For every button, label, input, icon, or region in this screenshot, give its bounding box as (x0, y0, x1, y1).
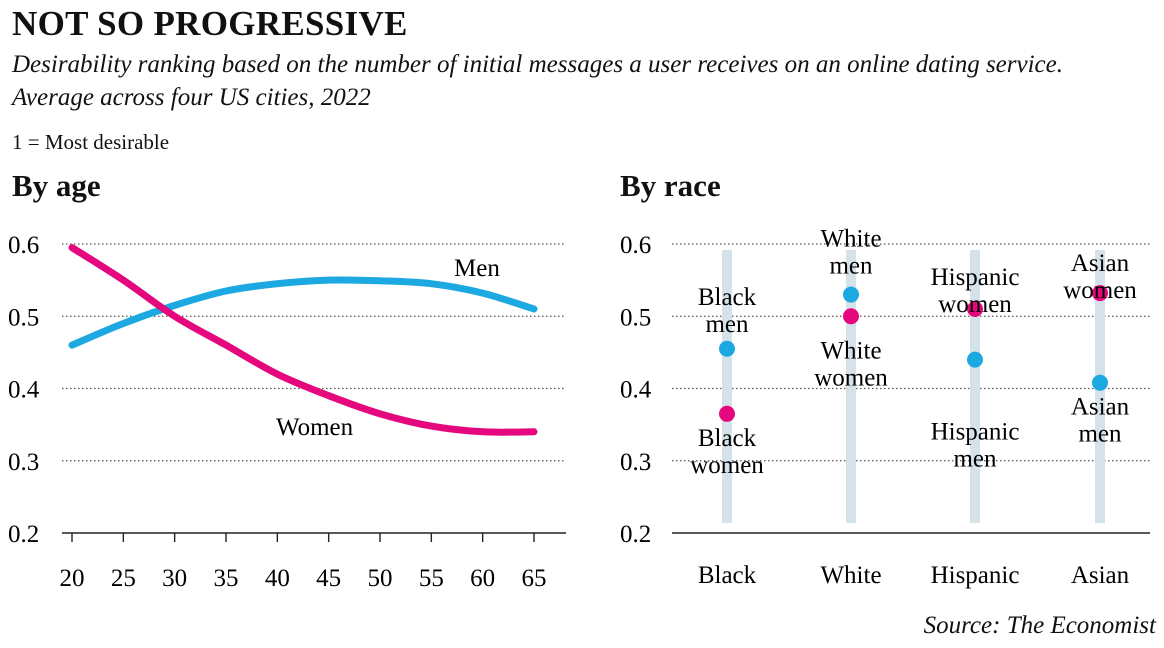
men-race-point (967, 351, 983, 368)
men-point-label: men (1078, 421, 1122, 448)
women-point-label: women (814, 364, 888, 391)
women-point-label: Hispanic (931, 264, 1020, 291)
women-race-point (719, 405, 735, 422)
men-point-label: Asian (1071, 394, 1130, 421)
race-y-tick-label: 0.5 (620, 304, 651, 331)
race-category-label: Asian (1071, 562, 1130, 589)
race-y-tick-label: 0.3 (620, 449, 651, 476)
women-point-label: Asian (1071, 250, 1130, 277)
women-race-point (843, 308, 859, 325)
race-panel-title: By race (620, 168, 721, 203)
chart-title: NOT SO PROGRESSIVE (12, 4, 408, 43)
age-y-tick-label: 0.3 (8, 449, 39, 476)
women-point-label: Black (698, 425, 757, 452)
men-point-label: men (829, 253, 873, 280)
age-x-tick-label: 20 (60, 565, 85, 592)
women-race-point (1092, 285, 1108, 302)
age-y-tick-label: 0.6 (8, 232, 39, 259)
race-category-label: Hispanic (931, 562, 1020, 589)
race-y-tick-label: 0.6 (620, 232, 651, 259)
race-range-band (970, 250, 980, 523)
age-x-tick-label: 60 (470, 565, 495, 592)
age-x-tick-label: 50 (368, 565, 393, 592)
women-race-point (967, 301, 983, 318)
source-note: Source: The Economist (923, 612, 1156, 639)
race-y-tick-label: 0.2 (620, 521, 651, 548)
race-range-band (722, 250, 732, 523)
men-point-label: Black (698, 284, 757, 311)
race-y-tick-label: 0.4 (620, 377, 652, 404)
age-x-tick-label: 25 (111, 565, 136, 592)
men-point-label: White (820, 226, 881, 253)
women-point-label: women (1063, 277, 1137, 304)
age-y-tick-label: 0.4 (8, 377, 40, 404)
men-line-label: Men (454, 255, 500, 282)
men-race-point (843, 286, 859, 303)
age-x-tick-label: 40 (265, 565, 290, 592)
women-age-line (68, 244, 538, 436)
age-x-tick-label: 30 (162, 565, 187, 592)
age-y-tick-label: 0.2 (8, 521, 39, 548)
men-age-line (68, 276, 538, 349)
age-panel-title: By age (12, 168, 101, 203)
men-point-label: men (705, 311, 749, 338)
women-line-label: Women (276, 414, 354, 441)
women-point-label: White (820, 337, 881, 364)
age-x-tick-label: 65 (522, 565, 547, 592)
race-category-label: White (820, 562, 881, 589)
age-x-tick-label: 45 (316, 565, 341, 592)
men-point-label: men (953, 446, 997, 473)
race-range-band (846, 250, 856, 523)
age-x-tick-label: 55 (419, 565, 444, 592)
race-category-label: Black (698, 562, 757, 589)
age-y-tick-label: 0.5 (8, 304, 39, 331)
chart-subtitle: Desirability ranking based on the number… (12, 51, 1063, 111)
men-race-point (1092, 374, 1108, 391)
women-point-label: women (938, 291, 1012, 318)
ranking-note: 1 = Most desirable (12, 130, 170, 154)
men-point-label: Hispanic (931, 419, 1020, 446)
men-race-point (719, 340, 735, 357)
age-x-tick-label: 35 (214, 565, 239, 592)
women-point-label: women (690, 452, 764, 479)
